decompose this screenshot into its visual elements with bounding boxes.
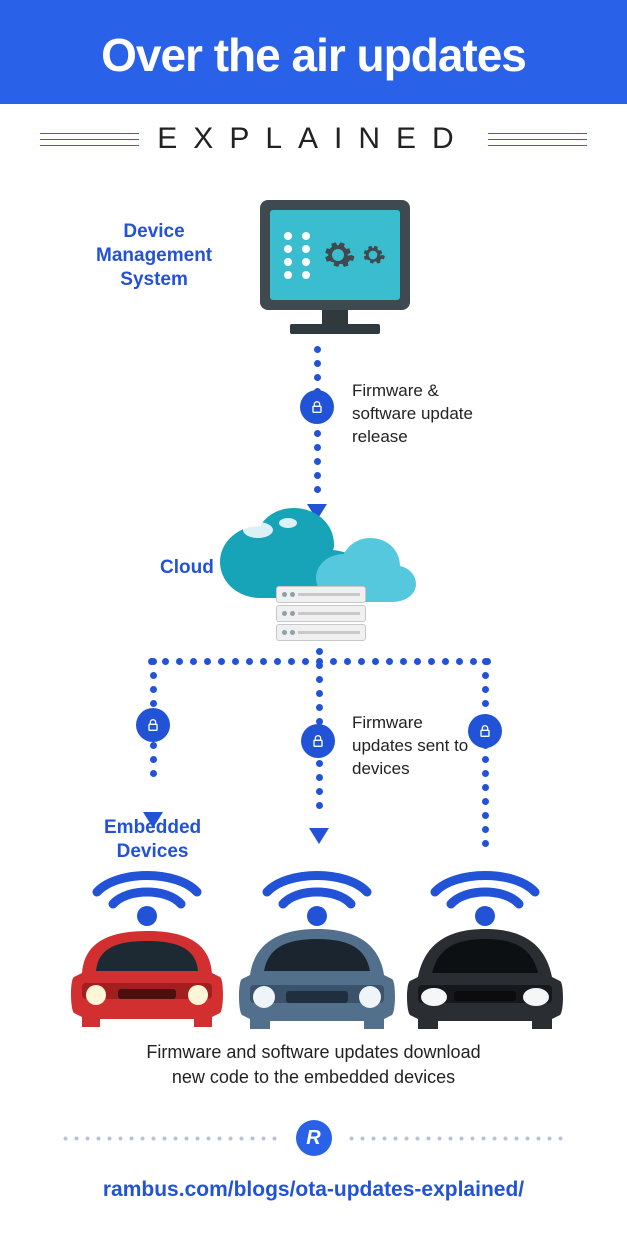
subtitle-row: EXPLAINED	[0, 104, 627, 180]
desc-sent: Firmware updates sent to devices	[352, 712, 468, 781]
label-dms: Device Management System	[96, 220, 212, 291]
car-red	[62, 862, 232, 1038]
desc-download: Firmware and software updates download n…	[0, 1040, 627, 1090]
path-cloud-car1	[148, 658, 158, 828]
server-icon	[276, 586, 366, 643]
lock-icon	[136, 708, 170, 742]
banner-title: Over the air updates	[10, 28, 617, 82]
lock-icon	[301, 724, 335, 758]
lock-icon	[468, 714, 502, 748]
car-blue	[232, 862, 402, 1038]
rule-left	[40, 133, 139, 146]
path-cloud-car3	[480, 658, 490, 847]
dot-line-left	[60, 1136, 282, 1141]
logo-badge: R	[296, 1120, 332, 1156]
logo-letter: R	[306, 1127, 320, 1150]
lock-icon	[300, 390, 334, 424]
desc-release: Firmware & software update release	[352, 380, 473, 449]
label-embedded: Embedded Devices	[104, 816, 201, 864]
monitor-icon	[260, 200, 410, 334]
gear-icon	[320, 237, 356, 273]
car-black	[400, 862, 570, 1038]
rule-right	[488, 133, 587, 146]
label-cloud: Cloud	[160, 556, 214, 580]
header-banner: Over the air updates	[0, 0, 627, 104]
car-icon	[400, 913, 570, 1033]
footer-url: rambus.com/blogs/ota-updates-explained/	[0, 1178, 627, 1242]
car-icon	[232, 913, 402, 1033]
footer-divider: R	[60, 1120, 567, 1156]
path-dms-cloud	[312, 346, 322, 520]
diagram-stage: Device Management System Firmware & soft…	[0, 180, 627, 1040]
car-icon	[62, 913, 232, 1033]
cloud-icon	[220, 500, 420, 640]
gear-icon-small	[360, 242, 386, 268]
subtitle: EXPLAINED	[157, 122, 469, 156]
dot-line-right	[346, 1136, 568, 1141]
